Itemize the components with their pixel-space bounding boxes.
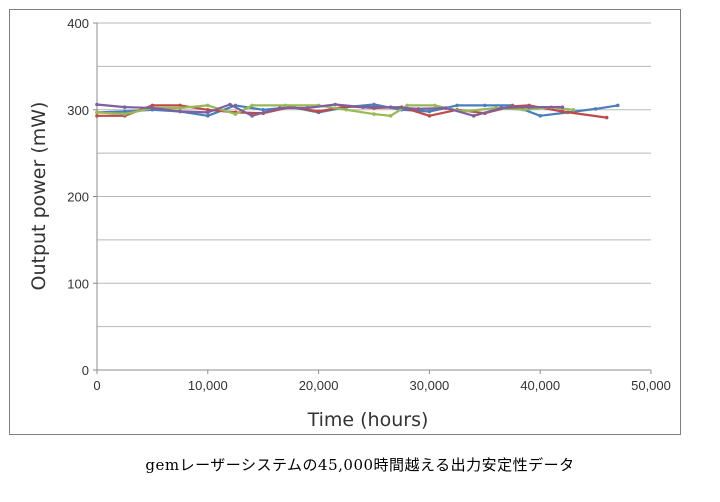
data-point (250, 103, 254, 108)
data-point (122, 112, 127, 116)
data-point (206, 114, 210, 118)
x-tick-label: 20,000 (299, 378, 339, 393)
data-point (233, 112, 238, 116)
line-chart: 0 100 200 300 400 0 10,000 20,000 30,000 40,000 50… (28, 16, 671, 431)
data-point (206, 107, 210, 112)
data-point (499, 106, 504, 110)
y-tick-label: 200 (67, 190, 89, 205)
data-point (416, 107, 421, 111)
data-point (361, 105, 365, 109)
data-point (261, 107, 265, 112)
data-point (372, 102, 376, 107)
y-tick-label: 0 (82, 363, 89, 378)
data-point (95, 114, 99, 118)
data-point (95, 110, 99, 115)
y-tick-label: 100 (67, 276, 89, 291)
data-point (150, 106, 155, 110)
data-point (527, 105, 531, 109)
x-axis-title: Time (hours) (307, 409, 429, 431)
data-point (571, 107, 576, 112)
data-point (388, 114, 393, 118)
data-point (178, 109, 182, 114)
data-point (95, 102, 99, 107)
data-point (228, 102, 232, 107)
gridlines (97, 22, 651, 328)
data-point (316, 109, 321, 114)
data-point (206, 103, 210, 108)
x-tick-label: 50,000 (631, 378, 671, 393)
data-point (150, 103, 155, 108)
data-point (483, 103, 487, 108)
figure-caption: gemレーザーシステムの45,000時間越える出力安定性データ (145, 456, 575, 474)
data-series (95, 102, 620, 120)
series-4 (95, 102, 565, 118)
x-tick-label: 30,000 (410, 378, 450, 393)
data-point (178, 106, 182, 110)
data-point (455, 103, 459, 108)
data-point (178, 103, 182, 108)
data-point (615, 103, 620, 108)
data-point (444, 106, 448, 110)
x-tick-label: 10,000 (188, 378, 228, 393)
data-point (250, 114, 254, 118)
y-tick-label: 300 (67, 103, 89, 118)
data-point (372, 112, 376, 116)
axes (93, 22, 652, 374)
data-point (521, 107, 526, 112)
data-point (333, 102, 338, 107)
data-point (388, 105, 393, 109)
data-point (122, 105, 127, 109)
data-point (604, 115, 609, 120)
series-3 (95, 103, 576, 118)
data-point (206, 110, 210, 115)
series-line (96, 103, 563, 117)
data-point (427, 114, 432, 118)
data-point (427, 109, 432, 114)
data-point (560, 109, 565, 114)
data-point (344, 107, 349, 112)
tick-labels: 0 100 200 300 400 0 10,000 20,000 30,000 40,000 50… (67, 16, 671, 393)
x-tick-label: 0 (93, 378, 100, 393)
data-point (538, 114, 542, 118)
data-point (593, 107, 598, 111)
data-point (283, 103, 288, 108)
data-point (433, 103, 437, 108)
data-point (122, 109, 127, 114)
x-tick-label: 40,000 (520, 378, 560, 393)
y-tick-label: 400 (67, 16, 89, 31)
data-point (471, 114, 476, 118)
chart-frame: 0 100 200 300 400 0 10,000 20,000 30,000 40,000 50… (9, 9, 681, 435)
data-point (278, 106, 282, 110)
data-point (305, 106, 310, 110)
y-axis-title: Output power (mW) (28, 102, 50, 291)
data-point (405, 103, 410, 108)
data-point (560, 105, 565, 109)
